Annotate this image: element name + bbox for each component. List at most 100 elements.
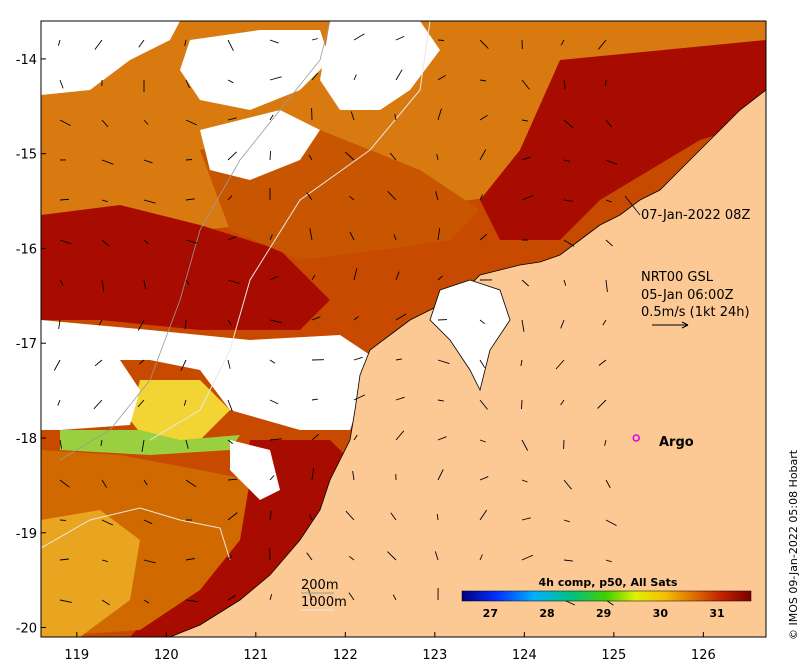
current-vector [184,39,187,46]
current-vector [227,79,234,84]
current-vector [390,512,397,521]
current-vector [101,559,108,563]
current-source-label: NRT00 GSL [641,270,714,285]
current-vector [137,319,145,331]
current-vector [269,511,272,521]
current-vector [521,319,525,332]
current-vector [227,512,238,521]
depth-1000-label: 1000m [301,595,347,610]
current-vector [521,554,534,561]
current-vector [560,39,565,46]
current-vector [353,268,358,281]
current-vector [436,154,439,161]
argo-marker[interactable] [632,434,640,442]
current-vector [59,479,70,488]
contour-south [41,507,231,561]
current-vector [143,519,153,525]
current-vector [437,275,443,281]
current-vector [605,559,612,563]
current-vector [521,399,523,410]
current-vector [521,279,530,287]
cloud-mask-north [41,21,440,110]
current-vector [479,149,487,161]
y-tick-label: -18 [16,432,37,447]
current-vector [605,239,613,247]
coastal-island [429,279,511,392]
current-vector [183,399,187,406]
current-vector [101,279,105,292]
y-tick-label: -17 [16,337,37,352]
y-tick-label: -15 [16,148,37,163]
current-vector [353,356,363,361]
current-vector [395,35,405,41]
colorbar-tick-label: 27 [483,607,498,620]
current-vector [227,195,233,201]
current-vector [437,469,444,481]
current-vector [353,434,358,441]
current-vector [479,439,486,443]
current-vector [437,74,446,81]
current-vector [227,39,234,51]
current-vector [436,513,439,521]
current-vector [353,33,365,41]
current-vector [137,399,145,408]
current-vector [141,439,145,452]
colorbar: 4h comp, p50, All Sats 27 28 29 30 31 [461,576,752,620]
current-vector [227,595,236,601]
current-vector [308,154,313,161]
current-vector [560,399,565,406]
current-vector [143,159,153,164]
current-vector [59,558,69,561]
current-vector [395,430,405,441]
current-vector [434,551,439,561]
cloud-mask-mid [200,110,320,180]
x-tick-label: 119 [64,648,89,663]
current-vector [101,599,110,606]
current-vector [393,234,397,241]
depth-200-label: 200m [301,578,338,593]
current-vector [435,191,439,201]
current-vector [59,79,64,89]
current-vector [560,319,565,329]
scale-arrow [652,321,689,329]
current-scale-label: 0.5m/s (1kt 24h) [641,305,750,320]
colorbar-tick-label: 31 [709,607,724,620]
current-vector [143,279,147,289]
current-vector [479,554,483,561]
current-vector [563,239,575,247]
current-vector [269,76,282,81]
contour-200m [59,21,331,461]
current-vector [437,399,444,402]
current-vector [349,195,355,201]
current-time-label: 05-Jan 06:00Z [641,288,734,303]
cloud-mask-center [41,320,370,430]
current-vector [269,438,282,441]
current-vector [479,476,489,481]
current-vector [185,599,198,603]
current-vector [311,468,315,481]
current-vector [269,234,273,241]
colorbar-ticks: 27 28 29 30 31 [483,607,725,620]
current-vector [521,479,528,483]
current-vector [521,79,530,90]
current-vector [392,594,397,601]
x-tick-label: 124 [512,648,537,663]
current-vector [100,439,103,446]
current-vector [227,359,231,369]
current-vector [311,72,319,81]
current-vector [352,471,355,481]
current-vector [555,359,565,370]
current-vector [521,517,531,521]
current-vector [59,279,64,286]
current-vector [353,74,357,81]
current-vector [101,239,110,247]
current-vector [395,313,407,321]
current-vector [563,199,573,202]
current-vector [185,279,190,286]
current-vector [143,119,149,125]
current-vector [269,594,273,601]
current-vector [185,439,189,449]
current-vector [57,39,61,46]
current-vector [520,359,523,366]
